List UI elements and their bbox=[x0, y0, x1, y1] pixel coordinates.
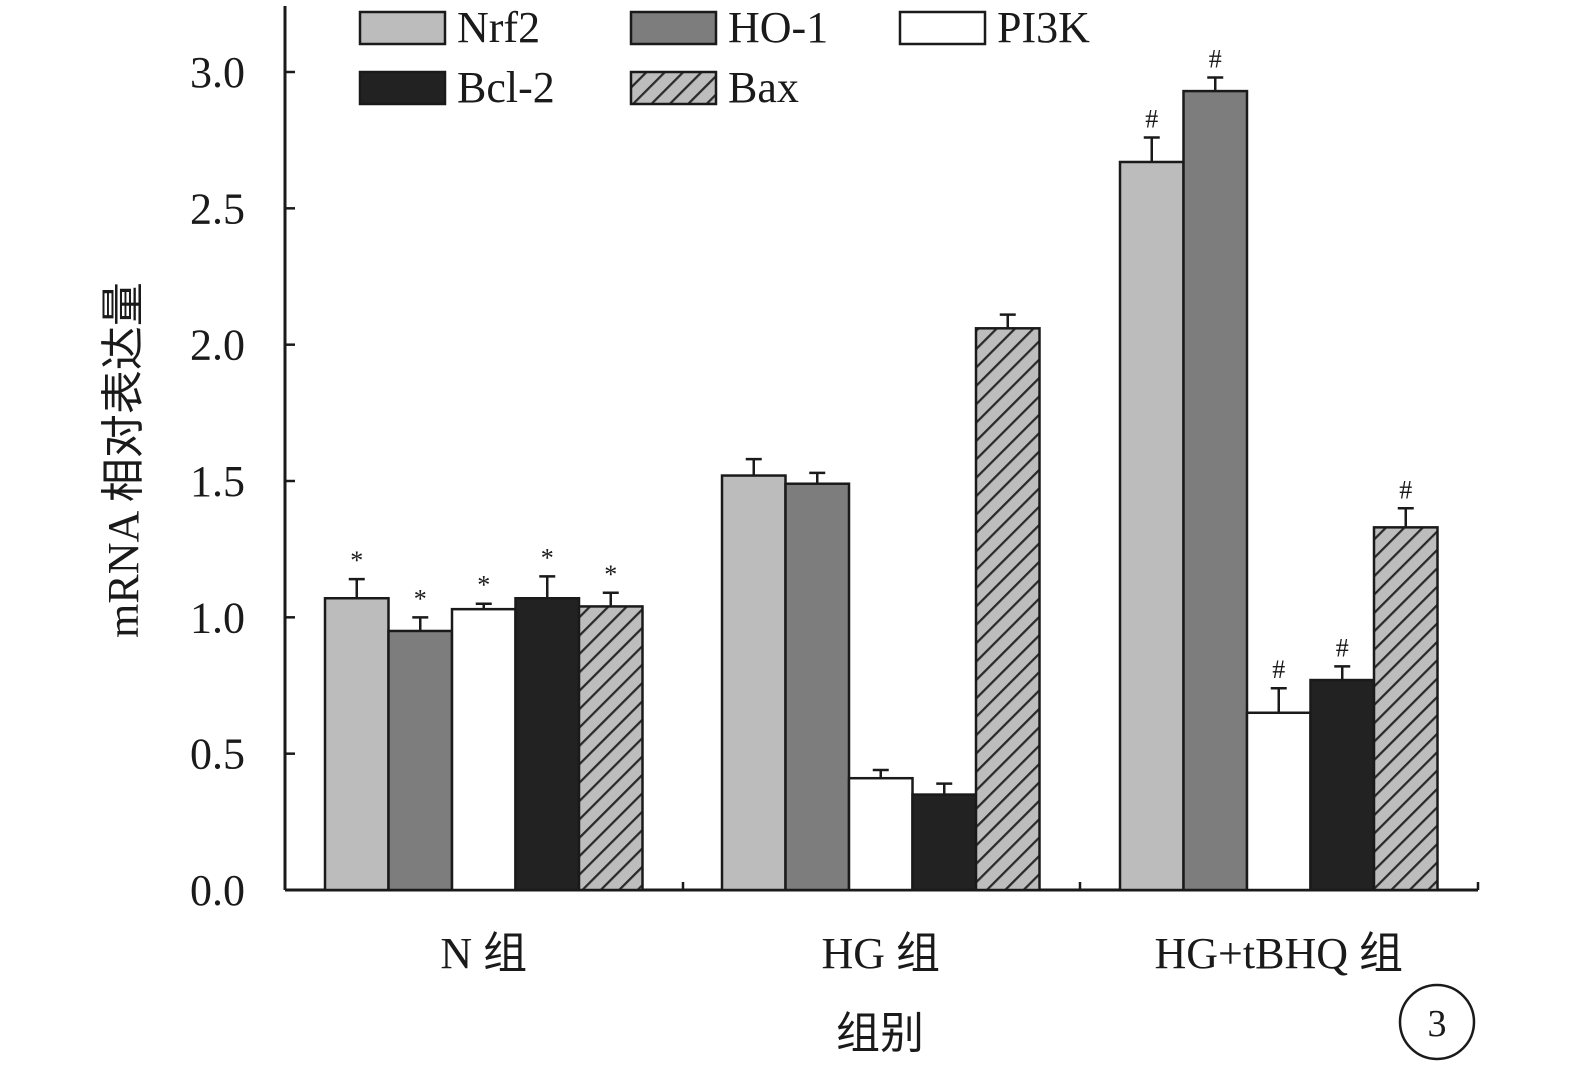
bar-bax bbox=[974, 327, 1041, 892]
y-tick-label: 0.5 bbox=[190, 730, 245, 779]
bar-ho-1 bbox=[387, 629, 454, 892]
significance-mark: * bbox=[604, 560, 617, 589]
y-tick-label: 1.5 bbox=[190, 457, 245, 506]
legend-label: Bax bbox=[728, 63, 799, 112]
legend-swatch-bcl-2 bbox=[358, 70, 447, 106]
y-axis-title: mRNA 相对表达量 bbox=[99, 282, 148, 638]
significance-mark: # bbox=[1336, 633, 1349, 662]
significance-mark: # bbox=[1209, 44, 1222, 73]
significance-marks: * * * * * # # # # # bbox=[350, 44, 1412, 684]
bar-nrf2 bbox=[720, 474, 787, 892]
bar-pi3k bbox=[450, 607, 517, 892]
bar-bax bbox=[577, 605, 644, 892]
panel-number-circle bbox=[1398, 983, 1476, 1061]
legend-label: HO-1 bbox=[728, 3, 828, 52]
significance-mark: # bbox=[1399, 475, 1412, 504]
axes: 0.0 0.5 1.0 1.5 2.0 2.5 3.0 N 组 HG 组 HG+tBHQ 组 bbox=[190, 6, 1480, 978]
y-tick-label: 0.0 bbox=[190, 866, 245, 915]
bar-ho-1 bbox=[784, 482, 851, 892]
significance-mark: # bbox=[1145, 104, 1158, 133]
bar-nrf2 bbox=[1118, 160, 1185, 892]
x-category-label: N 组 bbox=[440, 929, 527, 978]
bar-pi3k bbox=[1245, 711, 1312, 892]
error-bars bbox=[348, 76, 1414, 795]
y-tick-label: 1.0 bbox=[190, 593, 245, 642]
legend-label: Bcl-2 bbox=[457, 63, 555, 112]
bars bbox=[323, 89, 1439, 892]
y-tick-label: 2.0 bbox=[190, 321, 245, 370]
x-category-label: HG 组 bbox=[821, 929, 940, 978]
significance-mark: * bbox=[414, 584, 427, 613]
y-tick-label: 3.0 bbox=[190, 48, 245, 97]
legend-label: Nrf2 bbox=[457, 3, 540, 52]
significance-mark: * bbox=[541, 543, 554, 572]
bar-nrf2 bbox=[323, 596, 390, 892]
bar-bcl-2 bbox=[1309, 678, 1376, 892]
panel-number-badge: 3 bbox=[1398, 983, 1476, 1061]
x-axis-title: 组别 bbox=[836, 1009, 924, 1058]
y-tick-label: 2.5 bbox=[190, 184, 245, 233]
x-category-label: HG+tBHQ 组 bbox=[1155, 929, 1404, 978]
bar-bcl-2 bbox=[514, 596, 581, 892]
significance-mark: * bbox=[350, 546, 363, 575]
bar-ho-1 bbox=[1182, 89, 1249, 892]
panel-number: 3 bbox=[1428, 1003, 1447, 1045]
significance-mark: # bbox=[1272, 655, 1285, 684]
bar-bcl-2 bbox=[911, 793, 978, 892]
legend-swatch-bax bbox=[629, 70, 718, 106]
bar-bax bbox=[1372, 526, 1439, 892]
legend-swatch-pi3k bbox=[898, 10, 987, 46]
bar-pi3k bbox=[847, 776, 914, 892]
significance-mark: * bbox=[477, 571, 490, 600]
legend-swatch-ho-1 bbox=[629, 10, 718, 46]
legend-swatch-nrf2 bbox=[358, 10, 447, 46]
legend: Nrf2 HO-1 PI3K Bcl-2 Bax bbox=[358, 3, 1090, 112]
legend-label: PI3K bbox=[997, 3, 1090, 52]
